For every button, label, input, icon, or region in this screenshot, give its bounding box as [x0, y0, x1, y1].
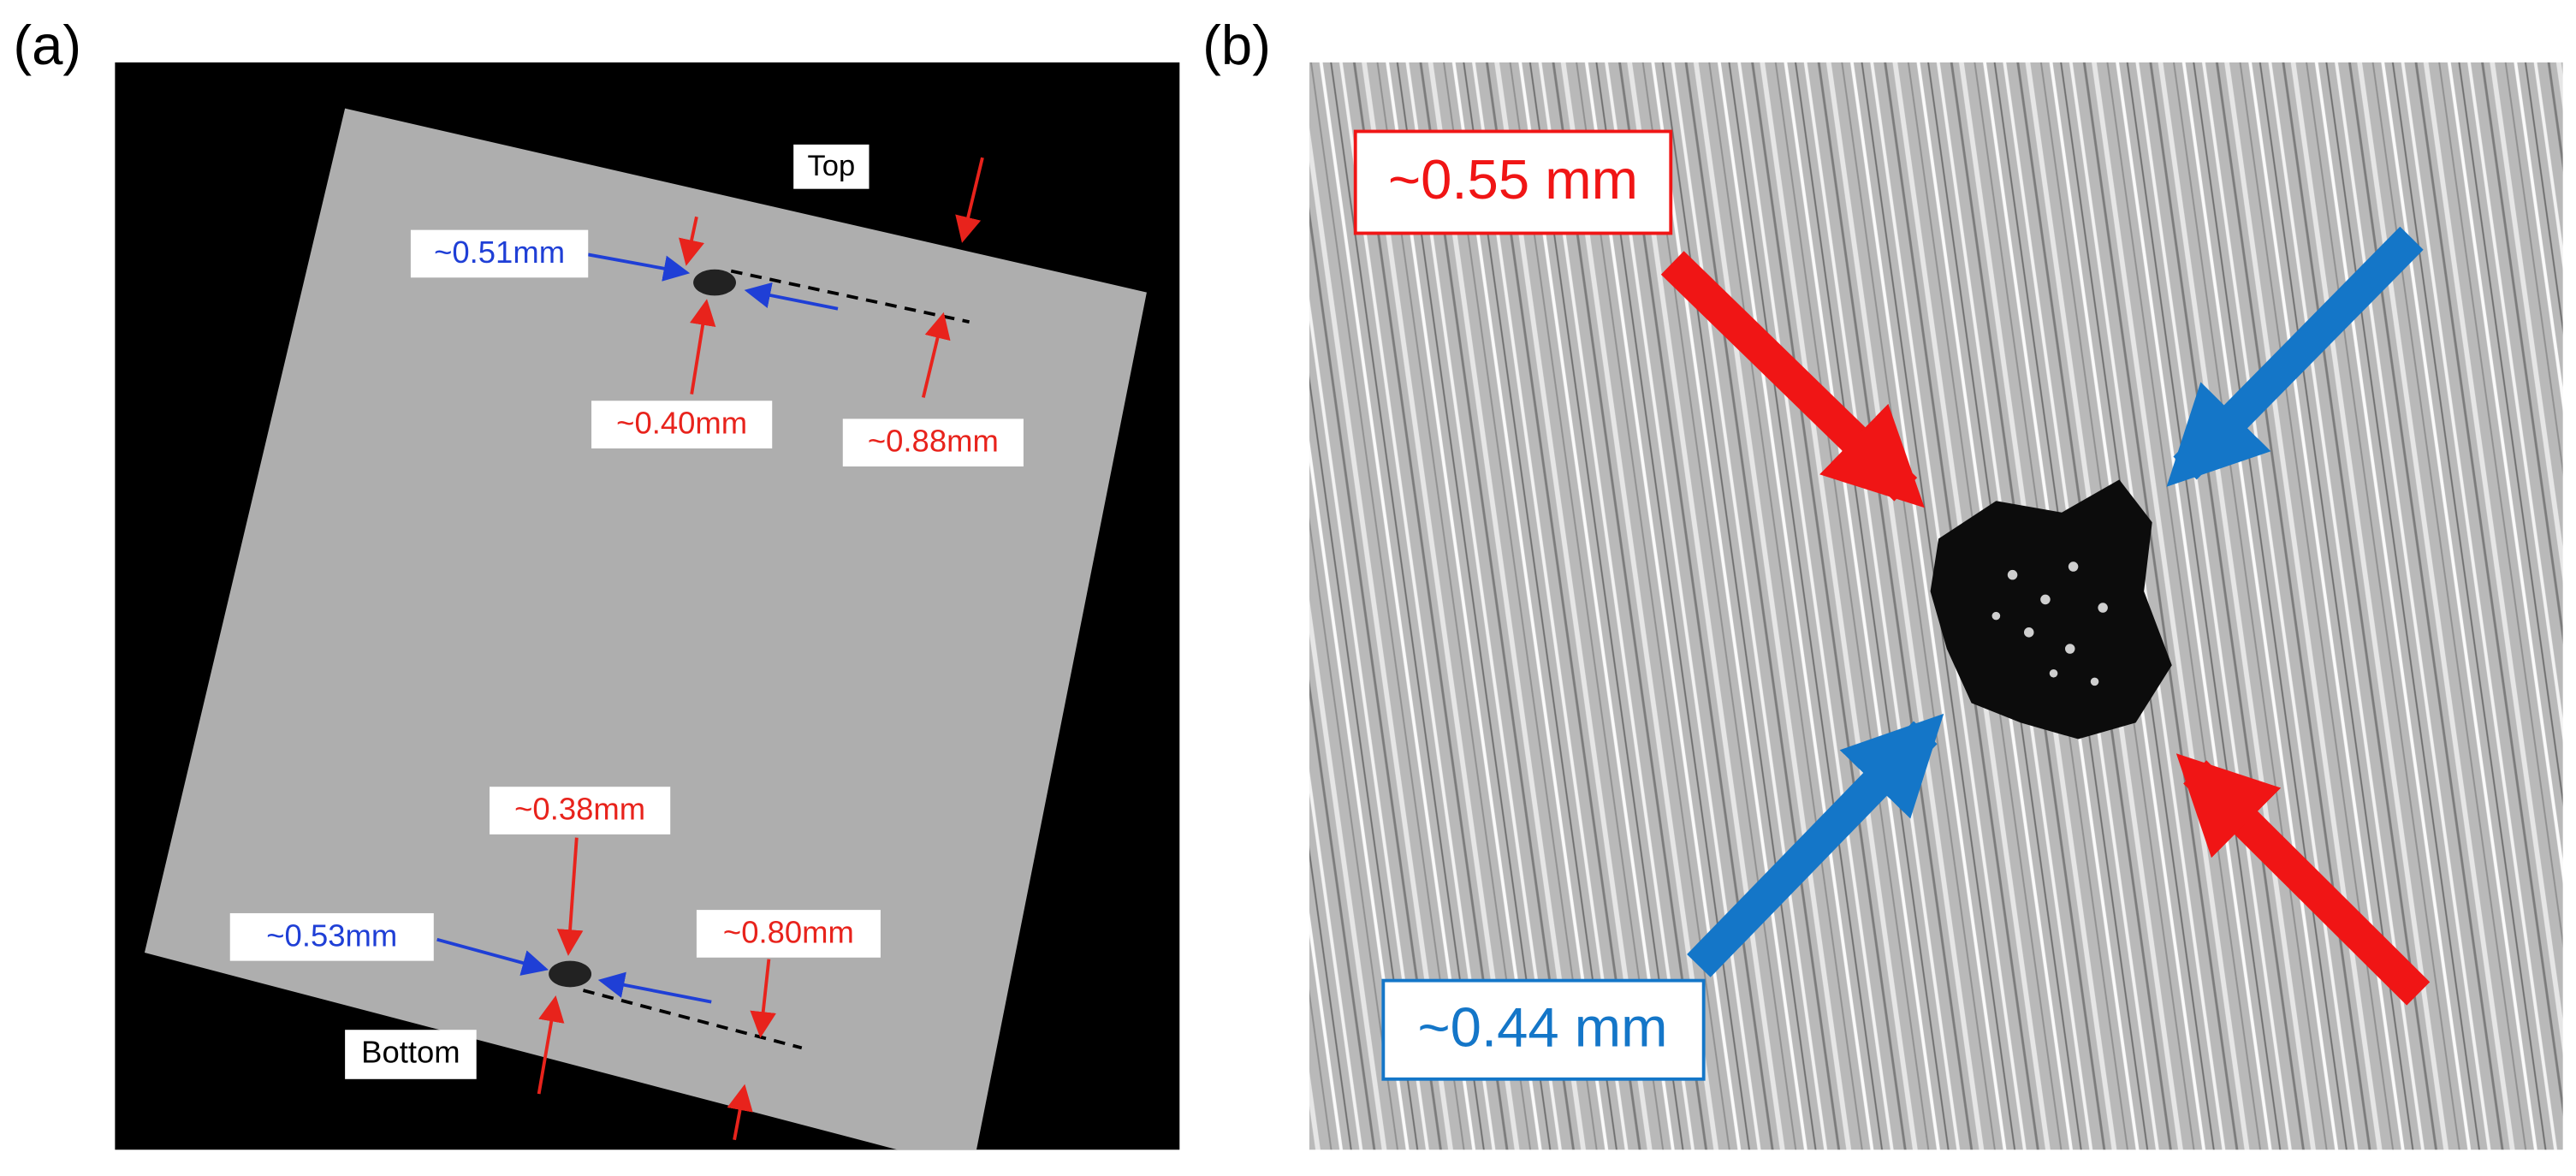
- pore: [549, 960, 592, 988]
- annotation: Top: [807, 150, 855, 182]
- annotation: ~0.44 mm: [1418, 995, 1668, 1058]
- specimen: [144, 108, 1147, 1150]
- annotation: ~0.51mm: [434, 235, 565, 270]
- annotation: ~0.38mm: [514, 792, 645, 827]
- panel-a: Top ~0.51mm ~0.40mm ~0.88mm ~0.38mm ~0.5…: [115, 62, 1180, 1150]
- annotation: ~0.88mm: [868, 424, 999, 459]
- annotation: ~0.40mm: [616, 406, 747, 441]
- panel-label: (b): [1202, 14, 1271, 76]
- annotation: ~0.80mm: [723, 915, 854, 950]
- panel-label: (a): [13, 14, 81, 76]
- annotation: ~0.55 mm: [1388, 148, 1638, 211]
- pore: [693, 269, 736, 296]
- depth-line: [582, 989, 803, 1050]
- panel-b: ~0.55 mm ~0.44 mm: [1309, 62, 2563, 1150]
- annotation: Bottom: [361, 1035, 460, 1070]
- annotation: ~0.53mm: [266, 918, 397, 953]
- pore: [1930, 479, 2172, 739]
